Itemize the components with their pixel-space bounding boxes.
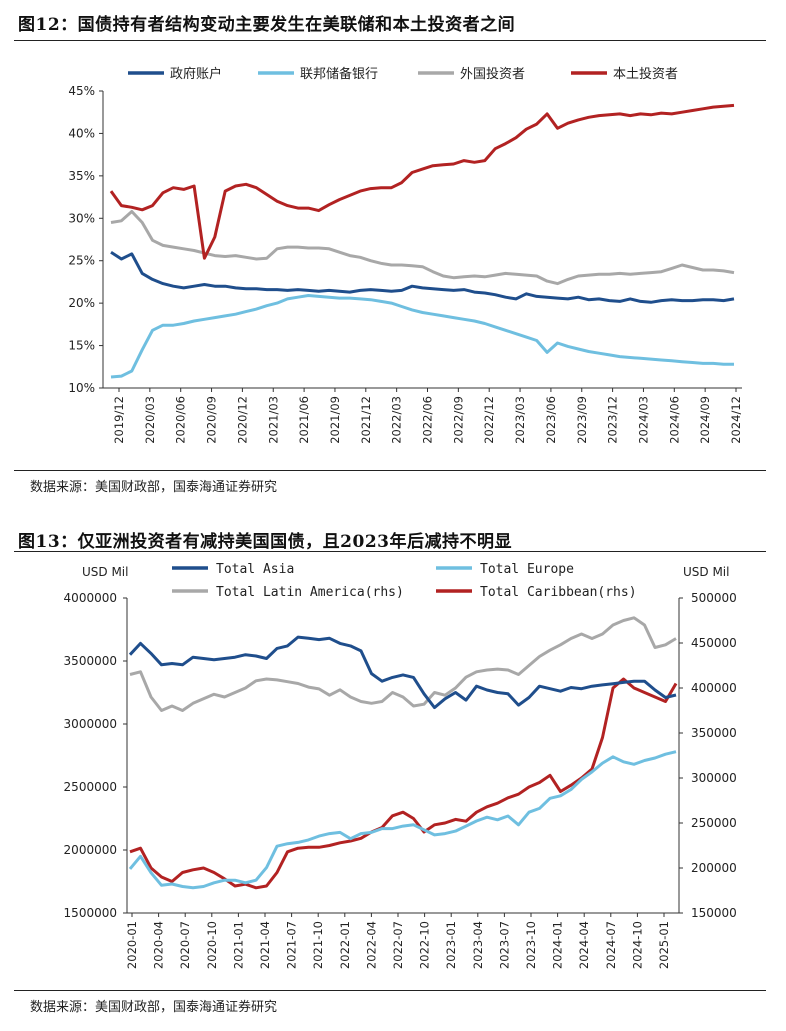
y-tick-label: 45% — [68, 84, 95, 98]
x-tick-label: 2023/09 — [575, 396, 589, 444]
x-tick-label: 2020/06 — [174, 396, 188, 444]
x-tick-label: 2022/09 — [451, 396, 465, 444]
x-tick-label: 2020-07 — [178, 921, 192, 969]
x-tick-label: 2020-01 — [125, 921, 139, 969]
x-tick-label: 2023/12 — [606, 396, 620, 444]
x-tick-label: 2021/03 — [266, 396, 280, 444]
x-tick-label: 2020/12 — [235, 396, 249, 444]
series-line-4 — [109, 103, 735, 260]
y-right-tick-label: 300000 — [691, 771, 737, 785]
x-tick-label: 2021-10 — [311, 921, 325, 969]
x-tick-label: 2023/06 — [544, 396, 558, 444]
y-left-tick-label: 3500000 — [64, 654, 117, 668]
x-tick-label: 2021-07 — [285, 921, 299, 969]
figure13-title: 图13：仅亚洲投资者有减持美国国债，且2023年后减持不明显 — [18, 532, 512, 552]
x-tick-label: 2019/12 — [112, 396, 126, 444]
y-right-tick-label: 250000 — [691, 816, 737, 830]
y-tick-label: 30% — [68, 211, 95, 225]
series-line-3 — [129, 616, 677, 712]
series-line-1 — [110, 250, 735, 304]
figure13-source: 数据来源：美国财政部，国泰海通证券研究 — [30, 1000, 278, 1015]
y-right-tick-label: 200000 — [691, 861, 737, 875]
figure13-title-rule — [14, 551, 766, 552]
x-tick-label: 2022-04 — [364, 921, 378, 969]
x-tick-label: 2022-01 — [338, 921, 352, 969]
legend-label-2: 联邦储备银行 — [300, 66, 378, 82]
figure13-bottom-rule — [14, 990, 766, 991]
x-tick-label: 2021/09 — [328, 396, 342, 444]
series-line-2 — [110, 294, 734, 379]
legend-label-2: Total Europe — [480, 562, 574, 577]
legend-label-3: Total Latin America(rhs) — [216, 585, 404, 600]
figure13-chart: USD Mil USD Mil Total Asia Total Europe Tota… — [64, 562, 737, 969]
figure12-source: 数据来源：美国财政部，国泰海通证券研究 — [30, 480, 278, 495]
y-right-tick-label: 400000 — [691, 681, 737, 695]
y-tick-label: 10% — [68, 381, 95, 395]
legend-label-4: 本土投资者 — [613, 66, 678, 82]
series-line-1 — [128, 635, 677, 710]
x-tick-label: 2022-07 — [391, 921, 405, 969]
y-unit-right: USD Mil — [683, 565, 729, 579]
legend-label-4: Total Caribbean(rhs) — [480, 585, 637, 600]
y-tick-label: 20% — [68, 296, 95, 310]
x-tick-label: 2020/03 — [143, 396, 157, 444]
series-line-3 — [110, 210, 735, 286]
figure12-chart: 政府账户 联邦储备银行 外国投资者 本土投资者 10% 15% 20% 25% 30% 35% 40… — [68, 66, 743, 444]
x-tick-label: 2025-01 — [657, 921, 671, 969]
y-tick-label: 25% — [68, 254, 95, 268]
x-tick-label: 2021-04 — [258, 921, 272, 969]
x-tick-label: 2024/06 — [667, 396, 681, 444]
series-line-2 — [128, 750, 677, 890]
figure12-title: 图12：国债持有者结构变动主要发生在美联储和本土投资者之间 — [18, 15, 516, 35]
y-left-tick-label: 2000000 — [64, 843, 117, 857]
x-tick-label: 2023-07 — [497, 921, 511, 969]
x-tick-label: 2020/09 — [205, 396, 219, 444]
x-tick-label: 2023-04 — [471, 921, 485, 969]
legend-label-1: Total Asia — [216, 562, 294, 577]
x-tick-label: 2022/03 — [390, 396, 404, 444]
x-tick-label: 2020-10 — [205, 921, 219, 969]
x-tick-label: 2022/12 — [482, 396, 496, 444]
y-left-tick-label: 1500000 — [64, 906, 117, 920]
y-left-tick-label: 4000000 — [64, 591, 117, 605]
x-tick-label: 2021-01 — [231, 921, 245, 969]
figure12-title-rule — [14, 40, 766, 41]
x-tick-label: 2024/03 — [636, 396, 650, 444]
x-tick-label: 2024-10 — [630, 921, 644, 969]
figure12-bottom-rule — [14, 470, 766, 471]
x-tick-label: 2023-10 — [524, 921, 538, 969]
y-right-tick-label: 350000 — [691, 726, 737, 740]
x-tick-label: 2023-01 — [444, 921, 458, 969]
y-left-tick-label: 3000000 — [64, 717, 117, 731]
y-tick-label: 40% — [68, 126, 95, 140]
x-tick-label: 2024-07 — [604, 921, 618, 969]
y-tick-label: 35% — [68, 169, 95, 183]
x-tick-label: 2022-10 — [418, 921, 432, 969]
series-line-4 — [129, 677, 678, 890]
y-right-tick-label: 500000 — [691, 591, 737, 605]
y-tick-label: 15% — [68, 339, 95, 353]
legend-label-3: 外国投资者 — [460, 66, 525, 82]
x-tick-label: 2024/09 — [698, 396, 712, 444]
x-tick-label: 2021/12 — [359, 396, 373, 444]
x-tick-label: 2022/06 — [421, 396, 435, 444]
y-right-tick-label: 150000 — [691, 906, 737, 920]
x-tick-label: 2024/12 — [729, 396, 743, 444]
x-tick-label: 2020-04 — [152, 921, 166, 969]
x-tick-label: 2024-04 — [577, 921, 591, 969]
legend-label-1: 政府账户 — [170, 66, 222, 82]
x-tick-label: 2021/06 — [297, 396, 311, 444]
x-tick-label: 2024-01 — [551, 921, 565, 969]
y-right-tick-label: 450000 — [691, 636, 737, 650]
y-left-tick-label: 2500000 — [64, 780, 117, 794]
y-unit-left: USD Mil — [82, 565, 128, 579]
x-tick-label: 2023/03 — [513, 396, 527, 444]
